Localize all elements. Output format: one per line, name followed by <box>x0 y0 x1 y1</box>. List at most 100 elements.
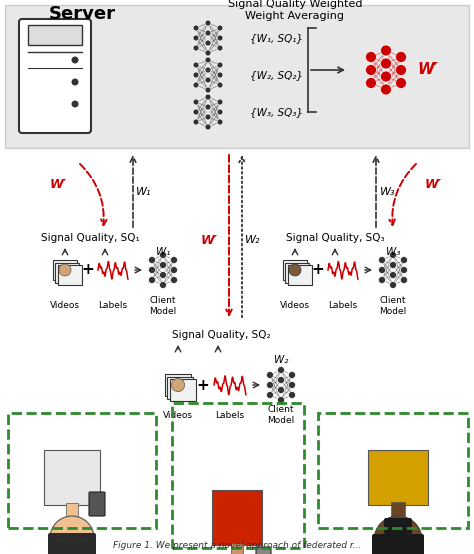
Circle shape <box>193 82 199 88</box>
Circle shape <box>59 264 71 276</box>
Circle shape <box>159 281 166 289</box>
FancyBboxPatch shape <box>170 379 196 401</box>
Text: W′: W′ <box>49 178 66 192</box>
FancyBboxPatch shape <box>285 263 310 283</box>
Circle shape <box>205 124 211 130</box>
Circle shape <box>72 100 79 107</box>
Circle shape <box>365 78 376 89</box>
Circle shape <box>193 109 199 115</box>
Circle shape <box>205 87 211 93</box>
Text: Server: Server <box>48 5 116 23</box>
Text: +: + <box>311 263 324 278</box>
Text: W₁: W₁ <box>156 247 170 257</box>
Circle shape <box>148 257 155 264</box>
Text: W₃: W₃ <box>386 247 400 257</box>
FancyBboxPatch shape <box>231 543 243 554</box>
FancyBboxPatch shape <box>384 518 412 534</box>
Circle shape <box>205 114 211 120</box>
Circle shape <box>193 62 199 68</box>
Circle shape <box>401 266 408 274</box>
Circle shape <box>381 84 392 95</box>
Circle shape <box>193 35 199 41</box>
FancyBboxPatch shape <box>53 260 77 280</box>
Circle shape <box>217 99 223 105</box>
FancyBboxPatch shape <box>58 265 82 285</box>
FancyBboxPatch shape <box>48 533 96 554</box>
Circle shape <box>159 252 166 259</box>
Circle shape <box>379 266 385 274</box>
FancyBboxPatch shape <box>5 5 469 148</box>
FancyBboxPatch shape <box>212 490 262 545</box>
Text: W₁: W₁ <box>136 187 152 197</box>
Circle shape <box>217 82 223 88</box>
Circle shape <box>50 516 94 554</box>
Circle shape <box>381 71 392 82</box>
FancyBboxPatch shape <box>50 538 94 550</box>
Text: W′: W′ <box>201 233 218 247</box>
Circle shape <box>159 261 166 269</box>
Text: +: + <box>197 377 210 392</box>
Circle shape <box>148 266 155 274</box>
Circle shape <box>193 25 199 31</box>
Text: Signal Quality, SQ₁: Signal Quality, SQ₁ <box>41 233 139 243</box>
Circle shape <box>193 119 199 125</box>
FancyBboxPatch shape <box>55 263 80 283</box>
FancyBboxPatch shape <box>28 25 82 45</box>
Circle shape <box>205 67 211 73</box>
Circle shape <box>72 79 79 85</box>
Text: Labels: Labels <box>216 411 245 419</box>
Text: {W₃, SQ₃}: {W₃, SQ₃} <box>250 107 303 117</box>
Text: Videos: Videos <box>280 300 310 310</box>
Circle shape <box>193 72 199 78</box>
Circle shape <box>289 392 295 398</box>
Circle shape <box>266 372 273 378</box>
FancyBboxPatch shape <box>368 450 428 505</box>
Circle shape <box>205 20 211 26</box>
Circle shape <box>401 276 408 284</box>
Circle shape <box>171 276 177 284</box>
FancyBboxPatch shape <box>391 502 405 520</box>
Text: {W₁, SQ₁}: {W₁, SQ₁} <box>250 33 303 43</box>
Text: +: + <box>82 263 94 278</box>
Circle shape <box>395 64 407 75</box>
FancyBboxPatch shape <box>283 260 307 280</box>
Circle shape <box>395 78 407 89</box>
Text: Figure 1. We present a novel approach of federated r...: Figure 1. We present a novel approach of… <box>113 541 361 551</box>
Circle shape <box>379 276 385 284</box>
Text: Videos: Videos <box>50 300 80 310</box>
Text: Labels: Labels <box>328 300 357 310</box>
FancyBboxPatch shape <box>372 534 424 554</box>
Circle shape <box>289 264 301 276</box>
Circle shape <box>365 52 376 63</box>
Text: W′: W′ <box>425 178 441 192</box>
Circle shape <box>217 119 223 125</box>
Circle shape <box>205 94 211 100</box>
Circle shape <box>277 377 284 383</box>
Circle shape <box>365 64 376 75</box>
Text: Signal Quality, SQ₃: Signal Quality, SQ₃ <box>286 233 384 243</box>
Text: W₂: W₂ <box>245 235 261 245</box>
Circle shape <box>289 382 295 388</box>
Circle shape <box>395 52 407 63</box>
FancyBboxPatch shape <box>19 19 91 133</box>
Circle shape <box>205 77 211 83</box>
Circle shape <box>381 45 392 56</box>
Circle shape <box>277 367 284 373</box>
Circle shape <box>266 382 273 388</box>
Circle shape <box>205 104 211 110</box>
Text: Labels: Labels <box>99 300 128 310</box>
Circle shape <box>217 62 223 68</box>
Text: W₂: W₂ <box>274 355 288 365</box>
Text: Signal Quality, SQ₂: Signal Quality, SQ₂ <box>172 330 270 340</box>
Circle shape <box>193 45 199 51</box>
Circle shape <box>159 271 166 279</box>
Circle shape <box>217 35 223 41</box>
Circle shape <box>193 99 199 105</box>
Circle shape <box>205 40 211 46</box>
Circle shape <box>205 30 211 36</box>
FancyBboxPatch shape <box>89 492 105 516</box>
FancyBboxPatch shape <box>44 450 100 505</box>
Circle shape <box>401 257 408 264</box>
Circle shape <box>72 57 79 64</box>
Circle shape <box>172 378 184 392</box>
